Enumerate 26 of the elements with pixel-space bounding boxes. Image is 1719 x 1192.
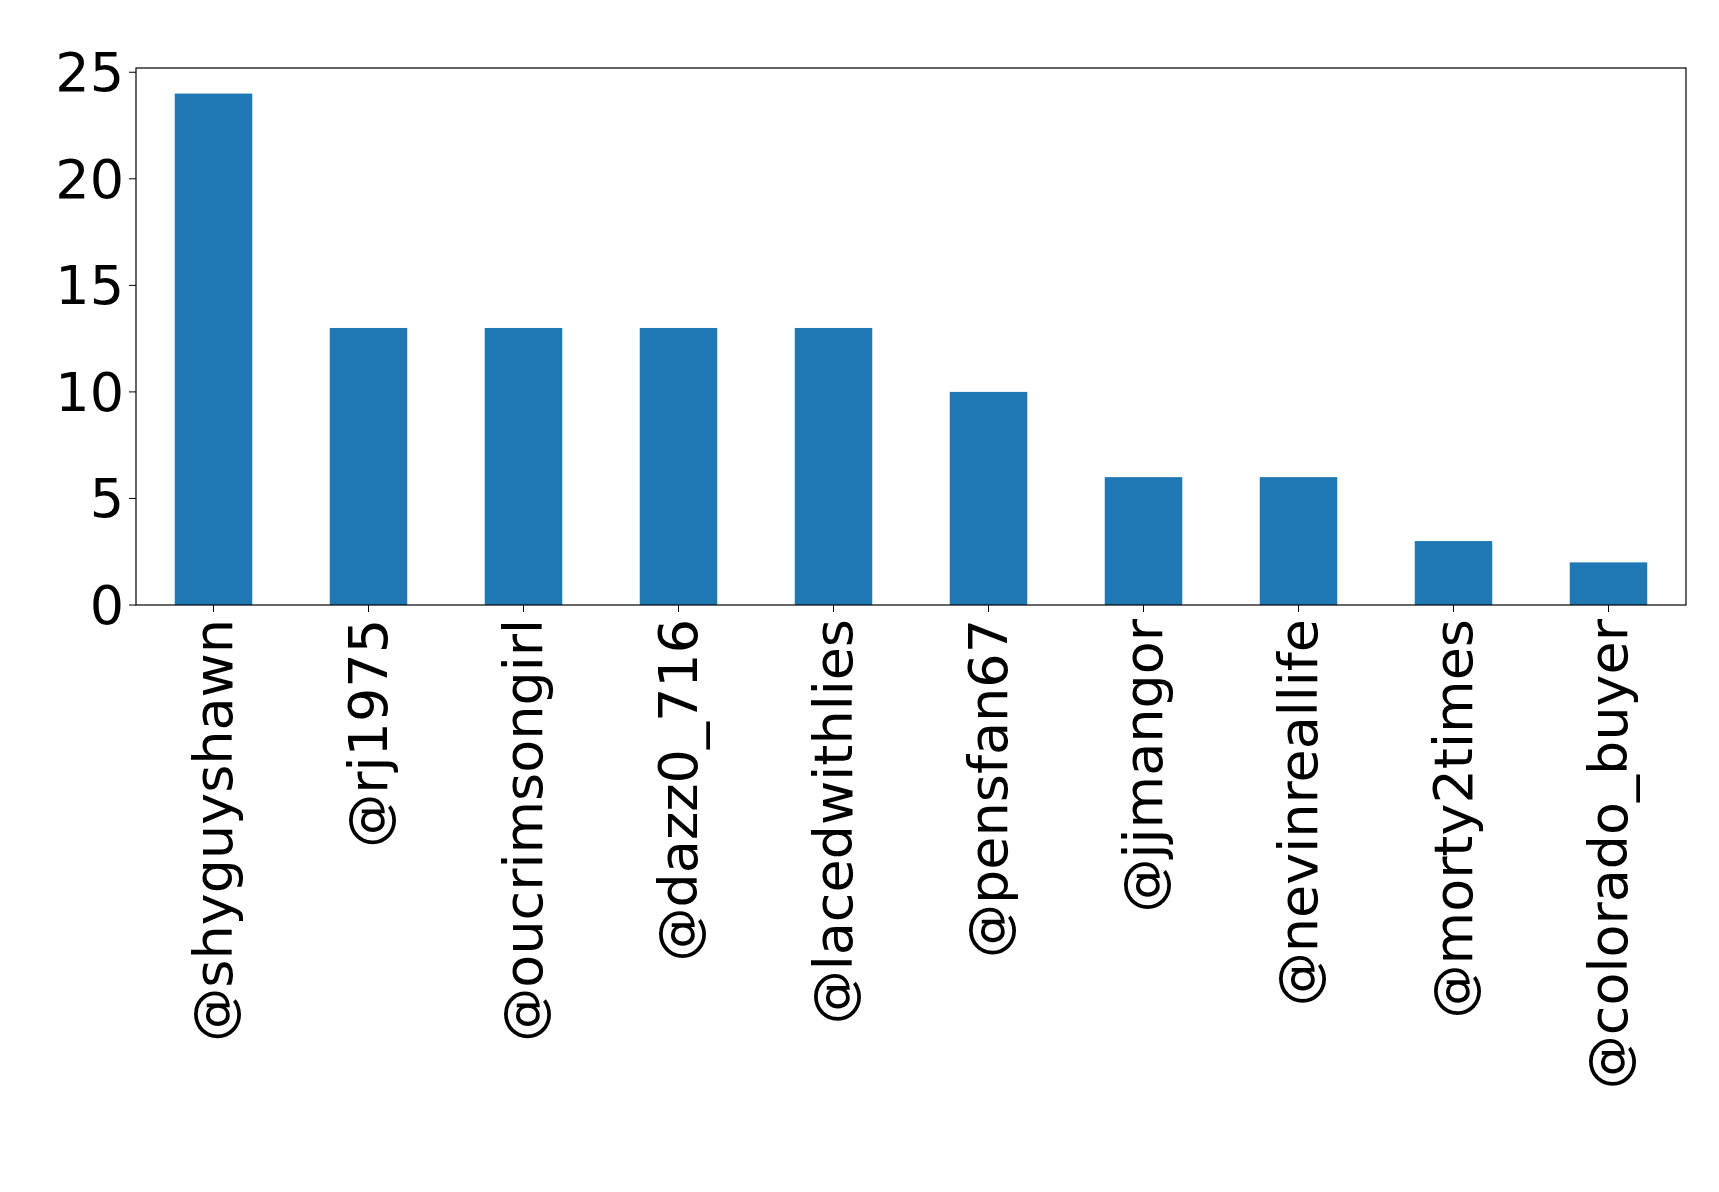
bar <box>484 327 563 605</box>
y-tick-label: 5 <box>89 467 124 531</box>
x-tick-label: @pensfan67 <box>957 619 1021 958</box>
y-tick-label: 20 <box>55 147 124 211</box>
x-tick-label: @oucrimsongirl <box>492 619 556 1042</box>
bar <box>1414 541 1493 605</box>
bar <box>949 391 1028 605</box>
x-tick-label: @rj1975 <box>337 619 401 848</box>
y-tick-label: 25 <box>55 41 124 105</box>
bar <box>174 93 253 605</box>
x-tick-label: @dazz0_716 <box>647 619 711 962</box>
x-tick-label: @colorado_buyer <box>1577 618 1641 1090</box>
x-tick-label: @lacedwithlies <box>802 619 866 1025</box>
x-tick-label: @morty2times <box>1422 619 1486 1019</box>
x-tick-label: @shyguyshawn <box>182 619 246 1042</box>
bar <box>1569 562 1648 605</box>
x-tick-label: @jjmangor <box>1112 618 1176 913</box>
bar <box>639 327 718 605</box>
y-tick-label: 0 <box>89 573 124 637</box>
bar <box>794 327 873 605</box>
bar <box>1259 477 1338 605</box>
x-tick-label: @nevinreallife <box>1267 619 1331 1007</box>
y-tick-label: 15 <box>55 254 124 318</box>
bar <box>1104 477 1183 605</box>
y-tick-label: 10 <box>55 360 124 424</box>
bar <box>329 327 408 605</box>
